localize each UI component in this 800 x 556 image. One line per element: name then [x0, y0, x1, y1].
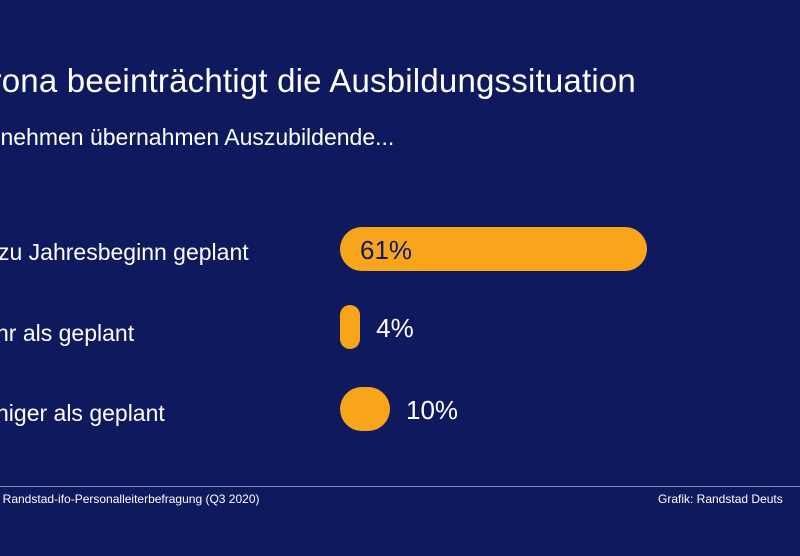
- source-note: : Randstad-ifo-Personalleiterbefragung (…: [0, 492, 260, 506]
- category-label-3: niger als geplant: [0, 400, 165, 426]
- bar-2: [340, 305, 361, 349]
- bar-value-label-2: 4%: [376, 313, 414, 343]
- graphic-credit: Grafik: Randstad Deuts: [658, 492, 783, 506]
- category-label-2: hr als geplant: [0, 320, 135, 346]
- footer-divider: [0, 486, 800, 487]
- bar-value-label-3: 10%: [406, 395, 459, 425]
- bar-1: [340, 227, 647, 271]
- bar-3: [340, 387, 390, 431]
- bar-value-label-1: 61%: [360, 235, 413, 265]
- chart-subtitle: ernehmen übernahmen Auszubildende...: [0, 124, 395, 150]
- category-label-1: zu Jahresbeginn geplant: [0, 239, 249, 265]
- chart-title: orona beeinträchtigt die Ausbildungssitu…: [0, 62, 636, 99]
